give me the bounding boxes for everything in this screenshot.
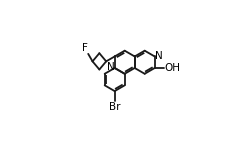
Text: F: F	[82, 44, 88, 53]
Text: N: N	[107, 62, 114, 72]
Text: OH: OH	[165, 63, 181, 73]
Text: Br: Br	[109, 102, 120, 111]
Text: N: N	[155, 52, 163, 61]
